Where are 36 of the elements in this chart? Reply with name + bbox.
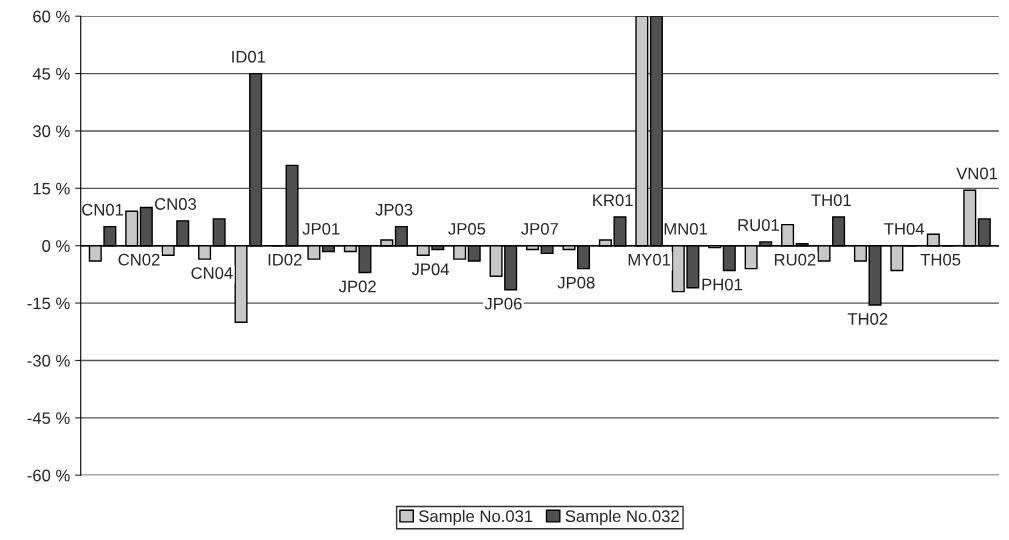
y-tick-label: -45 % [27,412,70,425]
x-tick-label: CN04 [191,267,233,279]
x-tick-label: KR01 [593,194,633,207]
y-tick-label: -60 % [27,469,70,482]
x-tick-label: RU01 [738,219,779,231]
x-tick-label: JP02 [338,280,376,293]
x-tick-label: MY01 [628,253,671,266]
y-tick-label: -30 % [27,354,70,367]
x-tick-label: JP04 [411,263,450,276]
x-tick-label: CN01 [82,203,124,216]
x-tick-label: TH04 [884,222,925,235]
x-tick-label: PH01 [702,278,743,291]
x-tick-label: JP07 [521,222,558,235]
x-tick-label: MN01 [664,222,707,235]
y-tick-label: -15 % [27,297,70,310]
x-tick-label: TH01 [811,194,851,207]
x-tick-label: JP03 [375,203,413,216]
x-tick-label: JP08 [557,276,595,289]
x-tick-label: VN01 [956,167,998,180]
x-tick-label: CN02 [118,253,160,266]
x-tick-label: ID02 [268,253,302,266]
x-tick-label: JP05 [448,222,486,235]
x-tick-label: TH05 [920,253,961,266]
x-tick-label: JP01 [302,222,340,235]
legend-label: Sample No.032 [565,509,679,526]
legend-label: Sample No.031 [419,509,533,526]
y-tick-label: 30 % [32,125,70,138]
y-tick-label: 60 % [33,10,70,23]
x-tick-label: CN03 [155,198,197,210]
y-tick-label: 0 % [42,240,70,252]
y-tick-label: 15 % [33,182,70,195]
x-tick-label: TH02 [847,313,888,325]
y-tick-label: 45 % [32,68,70,80]
x-tick-label: RU02 [774,253,816,266]
x-tick-label: JP06 [484,297,522,310]
x-tick-label: ID01 [232,50,266,63]
